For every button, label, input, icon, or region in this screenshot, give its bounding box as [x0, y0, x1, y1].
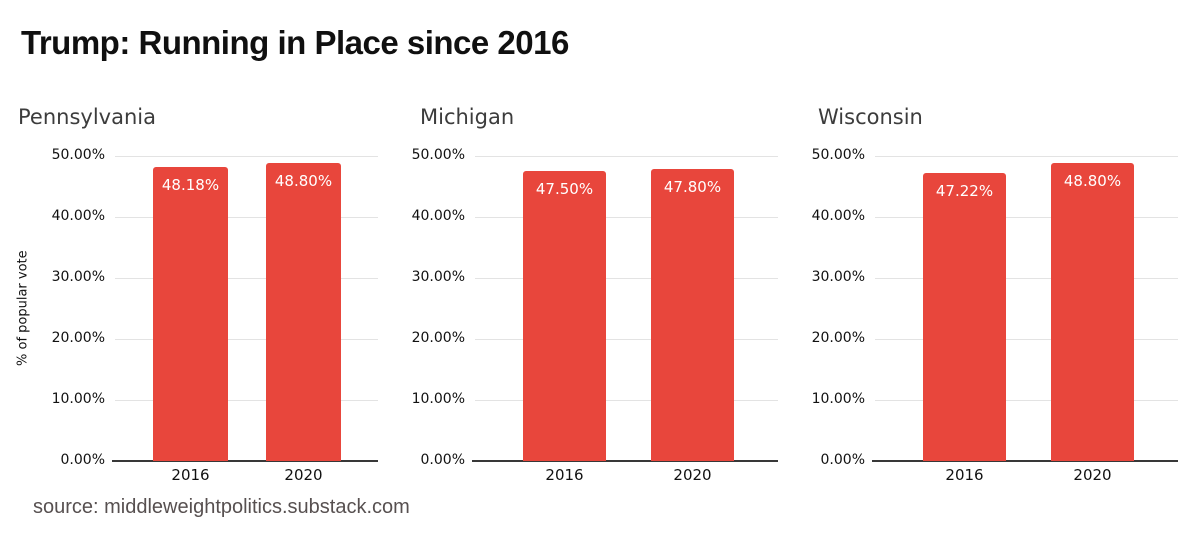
- x-axis-baseline: [472, 460, 778, 462]
- y-tick-label: 40.00%: [51, 208, 105, 224]
- bar-michigan-2016: 47.50%: [523, 171, 606, 461]
- bar-value-label: 48.80%: [1063, 172, 1122, 191]
- main-title: Trump: Running in Place since 2016: [21, 24, 569, 61]
- x-category-label: 2020: [1073, 466, 1112, 484]
- gridline: [475, 156, 778, 157]
- chart-title: Pennsylvania: [18, 105, 156, 129]
- y-tick-label: 20.00%: [51, 330, 105, 346]
- y-axis-title: % of popular vote: [15, 250, 31, 367]
- y-tick-label: 30.00%: [51, 269, 105, 285]
- y-tick-label: 20.00%: [411, 330, 465, 346]
- y-tick-label: 0.00%: [820, 452, 865, 468]
- state-chart: Pennsylvania % of popular vote 48.18% 48.…: [0, 0, 400, 540]
- gridline: [475, 278, 778, 279]
- bar-wisconsin-2016: 47.22%: [923, 172, 1006, 461]
- y-tick-label: 40.00%: [811, 208, 865, 224]
- y-tick-label: 10.00%: [411, 391, 465, 407]
- plot-area: 47.22% 48.80%: [872, 156, 1178, 462]
- gridline: [875, 278, 1178, 279]
- x-category-label: 2020: [673, 466, 712, 484]
- y-tick-label: 10.00%: [811, 391, 865, 407]
- y-tick-label: 50.00%: [411, 147, 465, 163]
- y-tick-label: 10.00%: [51, 391, 105, 407]
- y-tick-label: 50.00%: [811, 147, 865, 163]
- gridline: [115, 400, 378, 401]
- x-axis-baseline: [872, 460, 1178, 462]
- y-tick-label: 30.00%: [411, 269, 465, 285]
- x-axis-baseline: [112, 460, 378, 462]
- state-chart: Michigan 47.50% 47.80% 50.00% 40.00% 30.00%…: [400, 0, 800, 540]
- bar-pennsylvania-2016: 48.18%: [153, 167, 228, 461]
- bar-wisconsin-2020: 48.80%: [1051, 163, 1134, 461]
- gridline: [475, 339, 778, 340]
- gridline: [115, 339, 378, 340]
- y-tick-label: 20.00%: [811, 330, 865, 346]
- plot-area: 47.50% 47.80%: [472, 156, 778, 462]
- state-chart: Wisconsin 47.22% 48.80% 50.00% 40.00% 30.00…: [800, 0, 1200, 540]
- chart-title: Michigan: [420, 105, 515, 129]
- gridline: [875, 339, 1178, 340]
- bar-value-label: 48.80%: [274, 172, 333, 191]
- x-category-label: 2020: [284, 466, 323, 484]
- bar-value-label: 48.18%: [161, 176, 220, 195]
- y-tick-label: 0.00%: [60, 452, 105, 468]
- x-category-label: 2016: [945, 466, 984, 484]
- chart-title: Wisconsin: [818, 105, 923, 129]
- plot-area: 48.18% 48.80%: [112, 156, 378, 462]
- gridline: [115, 217, 378, 218]
- gridline: [475, 400, 778, 401]
- bar-value-label: 47.22%: [935, 181, 994, 200]
- y-tick-label: 40.00%: [411, 208, 465, 224]
- y-tick-label: 0.00%: [420, 452, 465, 468]
- bar-value-label: 47.50%: [535, 180, 594, 199]
- gridline: [875, 156, 1178, 157]
- gridline: [115, 156, 378, 157]
- x-category-label: 2016: [171, 466, 210, 484]
- bar-pennsylvania-2020: 48.80%: [266, 163, 341, 461]
- y-tick-label: 30.00%: [811, 269, 865, 285]
- gridline: [875, 400, 1178, 401]
- gridline: [875, 217, 1178, 218]
- x-category-label: 2016: [545, 466, 584, 484]
- bar-michigan-2020: 47.80%: [651, 169, 734, 461]
- gridline: [115, 278, 378, 279]
- y-tick-label: 50.00%: [51, 147, 105, 163]
- bar-value-label: 47.80%: [663, 178, 722, 197]
- source-caption: source: middleweightpolitics.substack.co…: [33, 496, 410, 518]
- gridline: [475, 217, 778, 218]
